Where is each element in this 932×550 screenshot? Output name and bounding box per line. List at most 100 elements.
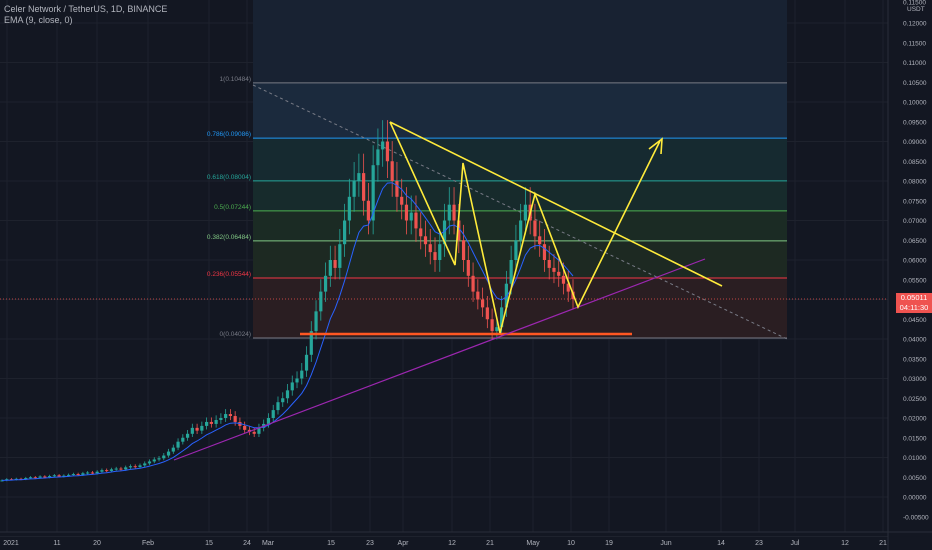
- candle-body: [566, 283, 570, 292]
- y-tick-label: 0.01000: [903, 455, 927, 462]
- candle-body: [95, 471, 99, 474]
- candle-body: [119, 468, 123, 470]
- candle-body: [542, 244, 547, 260]
- candle-body: [176, 441, 180, 448]
- candle-body: [457, 220, 461, 241]
- candle-body: [442, 220, 447, 245]
- candle-body: [276, 402, 280, 411]
- candle-body: [323, 275, 328, 292]
- y-tick-label: 0.02000: [903, 416, 927, 423]
- candle-body: [43, 476, 47, 478]
- candle-body: [57, 475, 61, 477]
- candle-body: [152, 459, 156, 462]
- fib-level-label: 0.618(0.08004): [207, 174, 251, 181]
- candle-body: [33, 477, 37, 479]
- y-tick-label: 0.11000: [903, 60, 926, 67]
- x-tick-label: 23: [366, 540, 374, 547]
- candle-body: [523, 204, 528, 221]
- projection-path: [389, 121, 661, 334]
- candle-body: [133, 466, 137, 468]
- candle-body: [409, 212, 413, 221]
- candle-body: [414, 212, 418, 229]
- x-tick-label: 11: [53, 540, 60, 547]
- candle-body: [252, 431, 256, 434]
- candle-body: [485, 307, 489, 320]
- candle-body: [171, 447, 175, 452]
- ema-legend: EMA (9, close, 0): [4, 15, 73, 25]
- y-tick-label: -0.00500: [903, 514, 929, 521]
- candle-body: [24, 478, 28, 480]
- candle-body: [81, 473, 85, 475]
- candle-body: [243, 425, 247, 430]
- candle-body: [514, 240, 518, 260]
- candle-body: [219, 418, 223, 420]
- candle-body: [381, 141, 385, 150]
- candle-body: [38, 476, 42, 478]
- candle-body: [114, 468, 118, 470]
- candle-body: [352, 181, 356, 197]
- candle-body: [471, 275, 475, 292]
- y-tick-label: 0.07000: [903, 218, 927, 225]
- candle-body: [281, 398, 285, 403]
- x-tick-label: Mar: [262, 540, 275, 547]
- x-tick-label: Apr: [398, 540, 410, 547]
- fib-trend-dashed: [252, 84, 788, 340]
- fib-level-label: 0.786(0.09086): [207, 131, 251, 138]
- candle-body: [328, 260, 332, 276]
- candle-body: [28, 477, 33, 479]
- candle-body: [509, 260, 513, 284]
- fib-level-label: 0(0.04024): [220, 331, 251, 338]
- candle-body: [423, 236, 428, 245]
- candle-body: [166, 451, 171, 456]
- candle-body: [157, 458, 161, 460]
- y-tick-label: 0.01500: [903, 435, 927, 442]
- y-tick-label: 0.11500: [903, 0, 926, 7]
- candle-body: [0, 480, 4, 482]
- y-tick-label: 0.08500: [903, 159, 927, 166]
- candle-body: [71, 474, 75, 476]
- candle-body: [109, 469, 114, 471]
- candle-body: [124, 467, 128, 470]
- candle-body: [214, 419, 218, 424]
- candle-body: [295, 378, 299, 383]
- candle-body: [366, 200, 370, 221]
- candle-body: [205, 421, 209, 426]
- x-tick-label: 19: [605, 540, 613, 547]
- candle-body: [128, 466, 133, 468]
- candle-body: [504, 283, 508, 308]
- candle-body: [452, 204, 456, 221]
- candle-body: [233, 416, 237, 422]
- candle-body: [290, 382, 294, 391]
- candle-body: [90, 472, 95, 474]
- x-tick-label: 12: [841, 540, 849, 547]
- x-tick-label: 24: [243, 540, 251, 547]
- x-tick-label: Jun: [660, 540, 671, 547]
- y-tick-label: 0.04000: [903, 337, 927, 344]
- x-tick-label: 2021: [3, 540, 19, 547]
- candle-body: [304, 354, 309, 371]
- candle-body: [266, 418, 271, 424]
- candle-body: [347, 196, 351, 221]
- fib-zone: [253, 138, 787, 181]
- x-tick-label: 21: [879, 540, 887, 547]
- x-tick-label: Feb: [142, 540, 154, 547]
- y-tick-label: 0.10000: [903, 100, 927, 107]
- y-tick-label: 0.03500: [903, 356, 927, 363]
- candle-body: [495, 327, 499, 332]
- candle-body: [376, 149, 380, 166]
- symbol-title: Celer Network / TetherUS, 1D, BINANCE: [4, 4, 168, 14]
- y-tick-label: 0.12000: [903, 21, 927, 28]
- candle-body: [285, 390, 290, 399]
- candle-body: [300, 370, 304, 379]
- descending-trendline: [389, 121, 723, 287]
- candle-body: [371, 165, 375, 221]
- candle-body: [533, 220, 537, 237]
- y-tick-label: 0.06500: [903, 238, 927, 245]
- candle-body: [362, 173, 366, 201]
- candle-body: [461, 240, 466, 260]
- y-tick-label: 0.09000: [903, 139, 927, 146]
- y-tick-label: 0.04500: [903, 317, 927, 324]
- candle-body: [200, 425, 204, 431]
- candle-body: [333, 260, 337, 268]
